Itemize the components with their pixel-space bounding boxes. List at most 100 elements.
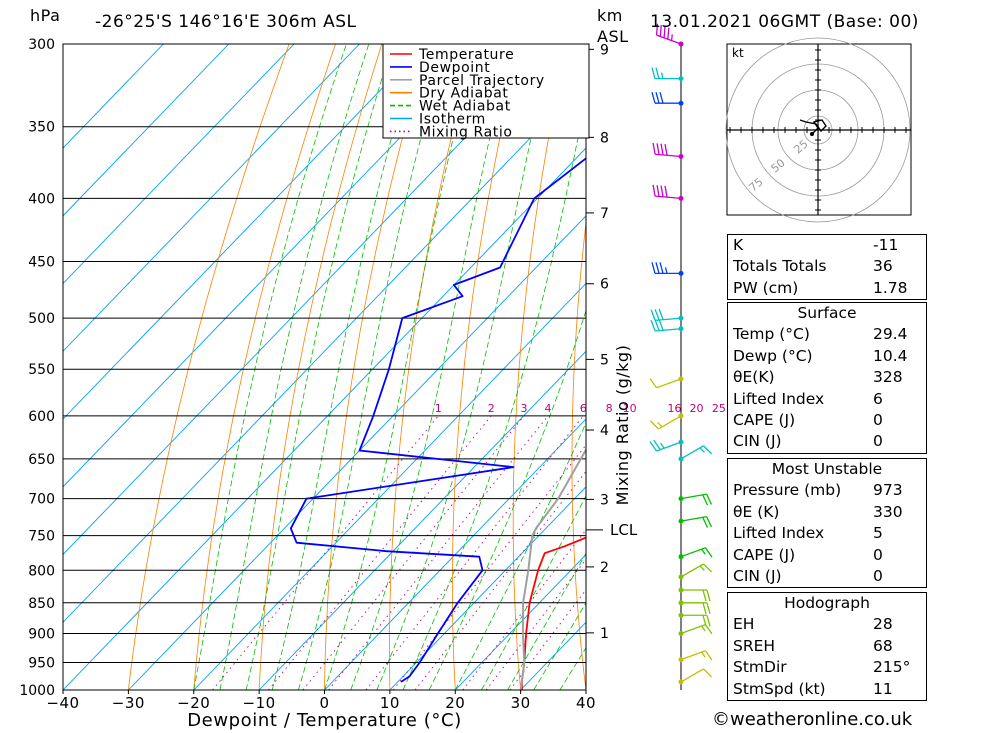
wind-barb-flag bbox=[702, 615, 707, 627]
table-row: EH 28 bbox=[728, 614, 926, 635]
wind-barb-staff bbox=[680, 493, 707, 500]
wet-adiabat-line bbox=[324, 44, 478, 690]
wind-barb-flag bbox=[655, 23, 659, 36]
wind-barb-flag bbox=[652, 142, 656, 155]
wind-barb-flag bbox=[704, 547, 713, 558]
table-row-key: Lifted Index bbox=[733, 524, 825, 543]
wind-barb-flag bbox=[706, 615, 711, 627]
wind-barb-flag bbox=[667, 27, 670, 40]
wind-barb-dot bbox=[678, 376, 684, 382]
isotherm-line bbox=[128, 215, 586, 690]
datetime-title: 13.01.2021 06GMT (Base: 00) bbox=[650, 12, 919, 32]
table-row: θE(K) 328 bbox=[728, 367, 926, 388]
wind-barb-flag bbox=[652, 184, 656, 197]
x-tick-label: 30 bbox=[511, 694, 531, 712]
x-tick-label: −10 bbox=[243, 694, 276, 712]
wind-barb-dot bbox=[678, 679, 684, 685]
wind-barb-staff bbox=[680, 515, 707, 522]
wind-barb-staff bbox=[680, 650, 706, 661]
wind-barb-staff bbox=[680, 623, 706, 635]
pressure-tick-label: 500 bbox=[28, 311, 55, 327]
series-parcel-trajectory bbox=[519, 447, 586, 690]
wind-barb-dot bbox=[678, 413, 684, 419]
table-row: Lifted Index 6 bbox=[728, 389, 926, 410]
dry-adiabat-line bbox=[324, 44, 429, 690]
wind-barb-flag bbox=[655, 67, 660, 79]
pressure-tick-label: 950 bbox=[28, 655, 55, 671]
table-row-key: SREH bbox=[733, 636, 776, 655]
table-row-key: CAPE (J) bbox=[733, 545, 796, 564]
wind-barb-flag bbox=[651, 67, 656, 79]
table-row: Temp (°C) 29.4 bbox=[728, 324, 926, 345]
pressure-tick-label: 750 bbox=[28, 529, 55, 545]
table-row-key: Temp (°C) bbox=[733, 325, 810, 344]
wet-adiabat-line bbox=[193, 44, 347, 690]
wind-barb-flag bbox=[656, 143, 660, 155]
wind-barb-staff bbox=[655, 195, 682, 200]
table-row-key: Totals Totals bbox=[733, 257, 827, 276]
table-row: CAPE (J) 0 bbox=[728, 545, 926, 566]
wind-barb-flag bbox=[706, 516, 713, 528]
wind-barb-staff bbox=[656, 34, 682, 45]
x-tick-label: 40 bbox=[576, 694, 596, 712]
dry-adiabat-line bbox=[193, 44, 336, 690]
wind-barb-flag bbox=[658, 319, 664, 331]
km-tick-label: 5 bbox=[600, 352, 609, 368]
pressure-tick-label: 900 bbox=[28, 626, 55, 642]
wind-barb-flag bbox=[651, 92, 656, 104]
wind-barb-half-flag bbox=[660, 72, 664, 79]
pressure-tick-label: 350 bbox=[28, 120, 55, 136]
table-row-value: 215° bbox=[873, 658, 911, 677]
wind-barb-flag bbox=[702, 589, 707, 602]
isotherm-line bbox=[63, 44, 295, 285]
wind-barb-flag bbox=[649, 441, 658, 452]
hodograph-storm-motion-dot bbox=[810, 132, 814, 136]
table-row: PW (cm) 1.78 bbox=[728, 278, 926, 299]
mixing-ratio-tick-label: 4 bbox=[545, 402, 552, 415]
wet-adiabat-line bbox=[507, 552, 586, 690]
km-tick-label: 8 bbox=[600, 130, 609, 146]
legend-entry-label: Mixing Ratio bbox=[419, 124, 513, 140]
wind-barb-half-flag bbox=[670, 34, 673, 41]
x-tick-label: 0 bbox=[319, 694, 329, 712]
wind-barb-flag bbox=[654, 309, 660, 321]
wind-barb-flag bbox=[664, 143, 668, 156]
wind-barb-dot bbox=[678, 612, 684, 618]
wet-adiabat-line bbox=[481, 495, 586, 690]
table-row-key: CIN (J) bbox=[733, 432, 782, 451]
hodograph-table: Hodograph EH 28 SREH 68 StmDir 215° StmSpd (kt)… bbox=[727, 592, 927, 701]
wind-barb-half-flag bbox=[699, 565, 705, 571]
table-row-value: 36 bbox=[873, 257, 893, 276]
wind-barb-flag bbox=[706, 589, 711, 602]
table-row-key: Dewp (°C) bbox=[733, 346, 813, 365]
wind-barb bbox=[678, 493, 713, 506]
table-row-value: 0 bbox=[873, 432, 883, 451]
wind-barb-dot bbox=[678, 315, 684, 321]
x-tick-label: −30 bbox=[112, 694, 145, 712]
table-row: Pressure (mb) 973 bbox=[728, 480, 926, 501]
wind-barb-flag bbox=[663, 26, 666, 38]
wind-barb-flag bbox=[706, 602, 711, 614]
dry-adiabat-line bbox=[684, 44, 717, 690]
x-tick-label: −20 bbox=[177, 694, 210, 712]
table-row: Lifted Index 5 bbox=[728, 523, 926, 544]
wind-barb-flag bbox=[649, 378, 658, 389]
dry-adiabat-line bbox=[938, 44, 1000, 690]
wind-barb-dot bbox=[678, 630, 684, 636]
wind-barb bbox=[678, 623, 713, 636]
wind-barb-dot bbox=[678, 195, 684, 201]
wind-barb-flag bbox=[702, 602, 707, 614]
wind-barb-flag bbox=[659, 92, 664, 104]
wind-barb bbox=[649, 376, 684, 389]
table-section-title: Most Unstable bbox=[771, 460, 883, 478]
km-tick-label: 1 bbox=[600, 626, 609, 642]
wind-barb-flag bbox=[703, 563, 713, 573]
wet-adiabat-line bbox=[298, 44, 447, 690]
wind-barb-dot bbox=[678, 270, 684, 276]
wind-barb-staff bbox=[656, 378, 682, 389]
mixing-ratio-tick-label: 2 bbox=[488, 402, 495, 415]
wind-barb-flag bbox=[649, 420, 659, 430]
wind-barb bbox=[650, 308, 684, 322]
mixing-ratio-line bbox=[328, 415, 549, 690]
